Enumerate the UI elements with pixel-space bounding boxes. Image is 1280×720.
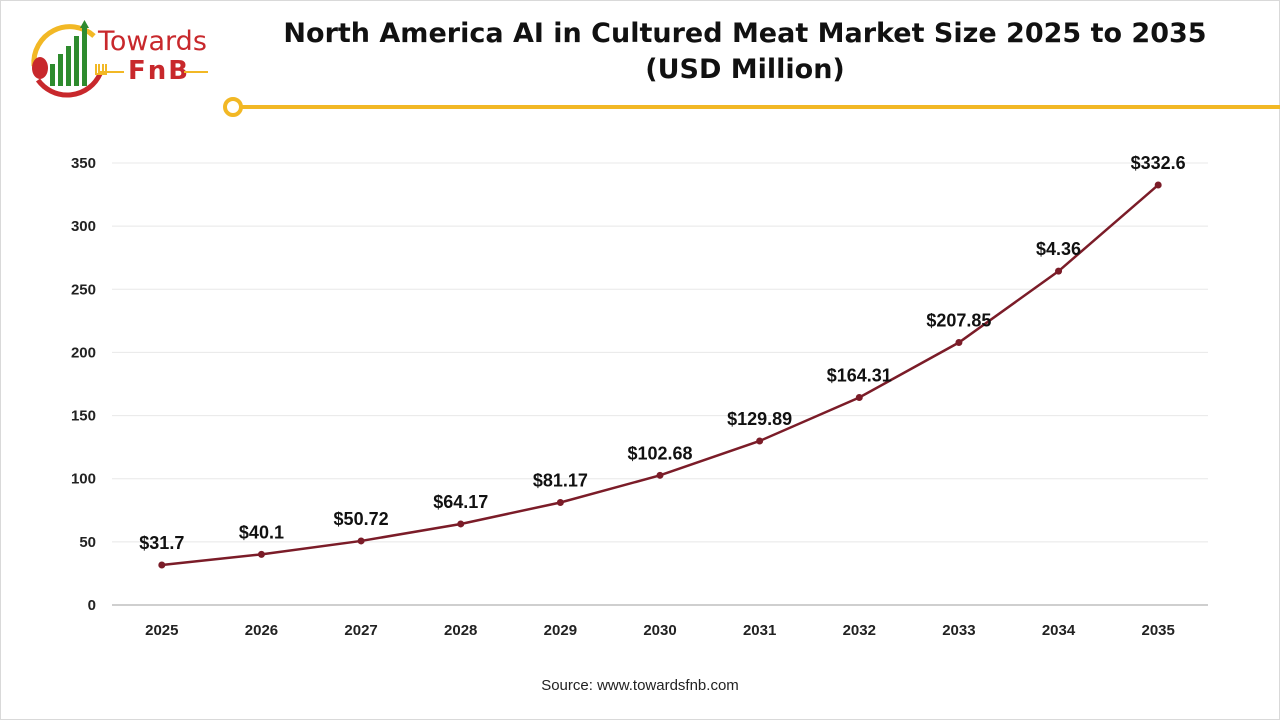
data-label: $81.17 (533, 470, 588, 490)
y-tick-label: 50 (79, 534, 96, 551)
x-tick-label: 2029 (544, 622, 577, 639)
data-point (756, 437, 764, 445)
line-chart: 0 50 100 150 200 250 300 350 2025 2026 2027 2028 202… (71, 153, 1208, 639)
data-label: $129.89 (727, 409, 792, 429)
y-tick-label: 200 (71, 344, 96, 361)
y-tick-label: 0 (88, 597, 96, 614)
x-tick-label: 2030 (643, 622, 676, 639)
data-label: $332.6 (1131, 153, 1186, 173)
data-label: $64.17 (433, 492, 488, 512)
y-tick-label: 250 (71, 281, 96, 298)
x-tick-label: 2033 (942, 622, 975, 639)
x-tick-label: 2025 (145, 622, 178, 639)
source-text: Source: www.towardsfnb.com (541, 677, 739, 694)
data-point (1154, 181, 1162, 189)
data-label: $40.1 (239, 522, 284, 542)
logo-graphic (31, 20, 107, 98)
data-point (257, 550, 265, 558)
chart-title-line1: North America AI in Cultured Meat Market… (283, 18, 1207, 49)
series-line (161, 184, 1159, 567)
chart-title: North America AI in Cultured Meat Market… (240, 16, 1250, 88)
x-tick-label: 2028 (444, 622, 477, 639)
data-label: $207.85 (926, 311, 991, 331)
data-point (656, 471, 664, 479)
logo-text: Towards (98, 26, 207, 57)
y-tick-label: 300 (71, 218, 96, 235)
data-point (556, 498, 564, 506)
data-point (158, 561, 166, 569)
data-point (457, 520, 465, 528)
data-label: $31.7 (139, 533, 184, 553)
accent-line (223, 97, 1280, 117)
logo-divider-left (98, 71, 124, 73)
data-point (955, 339, 963, 347)
data-label: $4.36 (1036, 239, 1081, 259)
data-label: $50.72 (334, 509, 389, 529)
data-point (855, 393, 863, 401)
chart-title-line2: (USD Million) (645, 54, 845, 85)
data-point (357, 537, 365, 545)
data-label: $102.68 (627, 443, 692, 463)
x-tick-label: 2035 (1141, 622, 1174, 639)
data-label: $164.31 (827, 365, 892, 385)
y-tick-label: 100 (71, 471, 96, 488)
x-tick-label: 2027 (344, 622, 377, 639)
y-tick-label: 350 (71, 155, 96, 172)
logo-subtext: FnB (128, 56, 191, 86)
x-tick-label: 2034 (1042, 622, 1076, 639)
x-tick-label: 2026 (245, 622, 278, 639)
x-tick-label: 2031 (743, 622, 776, 639)
data-point (1055, 267, 1063, 275)
y-tick-label: 150 (71, 408, 96, 425)
x-tick-label: 2032 (843, 622, 876, 639)
logo-divider-right (184, 71, 208, 73)
